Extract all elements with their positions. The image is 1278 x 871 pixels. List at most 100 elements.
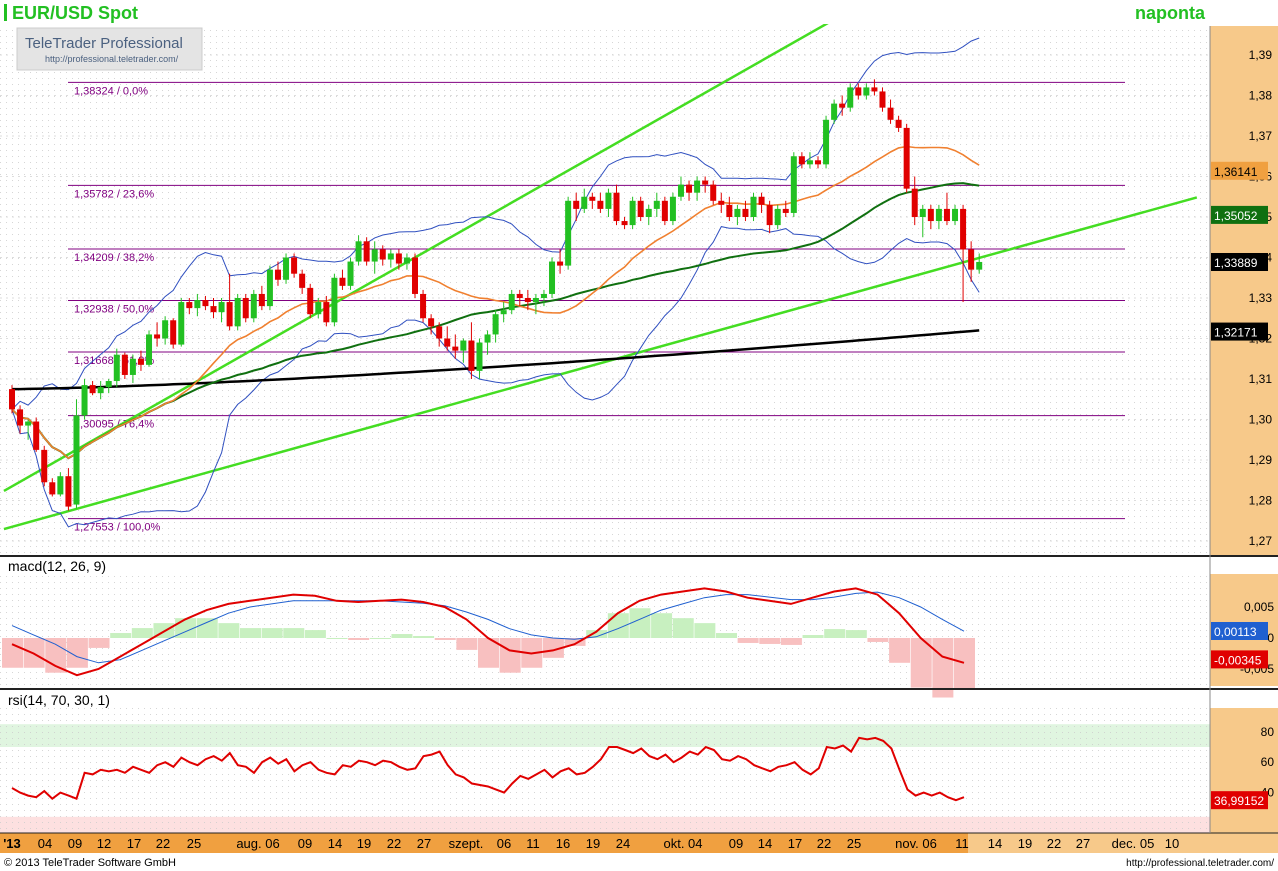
macd-histogram-bar (196, 618, 218, 638)
candle-body (428, 318, 435, 327)
macd-panel (0, 574, 1210, 698)
period-label: naponta (1135, 3, 1206, 23)
rsi-tick-label: 60 (1261, 755, 1275, 769)
candle-body (339, 277, 346, 286)
price-tick-label: 1,37 (1249, 129, 1273, 143)
macd-histogram-bar (759, 638, 781, 644)
candle-body (331, 277, 338, 323)
axis-value-label: 1,36141 (1214, 165, 1258, 179)
candle-body (218, 302, 225, 313)
date-tick-label: 14 (758, 836, 772, 851)
candle-body (919, 208, 926, 217)
candle-body (97, 387, 104, 394)
candle-body (291, 257, 298, 274)
candle-body (146, 334, 153, 365)
axis-value-marker (1211, 161, 1268, 180)
candle-body (927, 208, 934, 222)
axis-value-marker (1211, 322, 1268, 341)
axes-layer: 1,271,281,291,301,311,321,331,341,351,36… (3, 48, 1274, 851)
candle-body (178, 302, 185, 345)
candle-body (839, 103, 846, 108)
macd-histogram-bar (586, 630, 608, 638)
candle-body (524, 298, 531, 303)
moving-average-short-line (11, 145, 980, 460)
macd-histogram-bar (629, 608, 651, 638)
candle-body (468, 340, 475, 371)
candle-body (307, 287, 314, 315)
candle-body (686, 184, 693, 193)
candle-body (637, 200, 644, 217)
macd-histogram-bar (456, 638, 478, 650)
candle-body (726, 204, 733, 217)
macd-histogram-bar (802, 635, 824, 638)
date-tick-label: 14 (328, 836, 342, 851)
candle-body (605, 192, 612, 209)
candle-body (742, 208, 749, 217)
candle-body (976, 261, 983, 270)
candle-body (677, 184, 684, 197)
candle-body (371, 249, 378, 262)
macd-histogram-bar (413, 636, 435, 638)
candle-body (33, 421, 40, 450)
candle-body (661, 200, 668, 222)
macd-histogram-bar (240, 628, 261, 638)
candle-body (879, 91, 886, 108)
header-bar (0, 0, 1278, 24)
rsi-title: rsi(14, 70, 30, 1) (8, 692, 110, 708)
candle-body (460, 340, 467, 351)
candle-body (194, 300, 201, 309)
watermark-brand: TeleTrader Professional (25, 35, 183, 52)
candle-body (790, 156, 797, 213)
fib-level-label: 1,27553 / 100,0% (74, 522, 160, 534)
candle-body (492, 314, 499, 335)
fib-level-label: 1,30095 / 76,4% (74, 419, 154, 431)
candle-body (613, 192, 620, 222)
candle-body (629, 200, 636, 226)
candle-body (855, 87, 862, 96)
axis-value-marker (1211, 205, 1268, 224)
candle-body (202, 300, 209, 307)
candle-body (234, 298, 241, 327)
bollinger-upper-line (11, 37, 980, 410)
macd-histogram-bar (780, 638, 802, 645)
candle-body (121, 354, 128, 375)
candle-body (436, 326, 443, 339)
candle-body (137, 358, 144, 365)
candle-body (750, 196, 757, 217)
macd-histogram-bar (564, 638, 586, 646)
candle-body (266, 269, 273, 307)
macd-histogram-bar (672, 618, 694, 638)
price-tick-label: 1,30 (1249, 413, 1273, 427)
candle-body (154, 334, 161, 339)
axis-value-label: -0,00345 (1214, 653, 1262, 667)
fib-level-label: 1,38324 / 0,0% (74, 85, 148, 97)
macd-line (11, 587, 965, 677)
candle-body (516, 293, 523, 298)
candle-body (89, 385, 96, 394)
price-tick-label: 1,33 (1249, 291, 1273, 305)
macd-histogram-bar (369, 638, 391, 639)
candle-body (210, 306, 217, 313)
candle-body (355, 241, 362, 262)
macd-histogram-bar (651, 613, 673, 638)
date-tick-label: 22 (156, 836, 170, 851)
axis-value-marker (1211, 252, 1268, 271)
candle-body (444, 338, 451, 347)
date-tick-label: 12 (97, 836, 111, 851)
candle-body (57, 476, 64, 495)
candle-body (935, 208, 942, 222)
candle-body (81, 385, 88, 416)
axis-value-marker (1211, 621, 1268, 640)
price-grid (0, 26, 1210, 556)
candle-body (847, 87, 854, 108)
title-marker (4, 4, 7, 21)
candle-body (299, 273, 306, 288)
moving-average-long-line (12, 329, 980, 391)
price-panel: 1,38324 / 0,0% 1,35782 / 23,6% 1,34209 / 3… (0, 0, 1210, 556)
candle-body (806, 160, 813, 165)
date-tick-label: 06 (497, 836, 511, 851)
candle-body (871, 87, 878, 92)
macd-histogram-bar (218, 623, 240, 638)
candle-body (508, 293, 515, 311)
candle-body (831, 103, 838, 120)
